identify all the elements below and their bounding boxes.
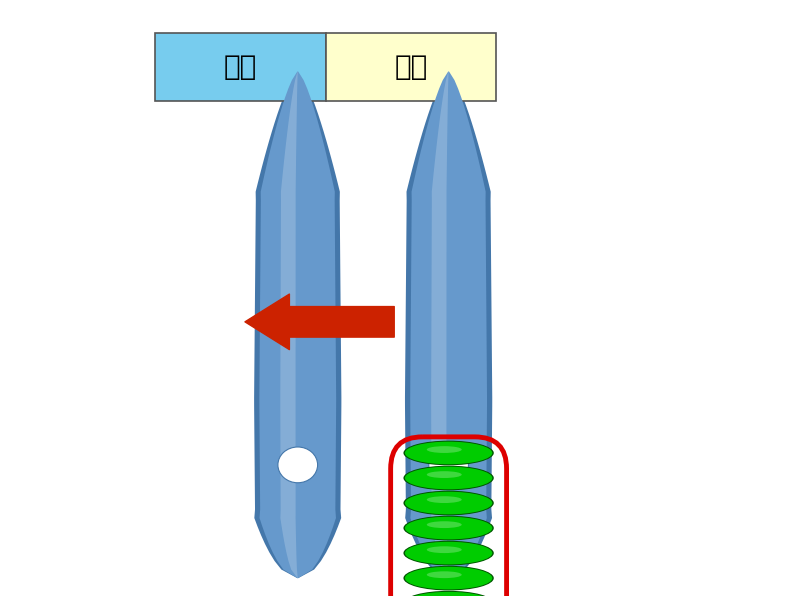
Ellipse shape [426,572,462,578]
Ellipse shape [278,447,318,483]
Ellipse shape [426,446,462,453]
Text: 个位: 个位 [395,53,427,81]
Polygon shape [254,72,341,578]
Ellipse shape [403,465,494,491]
Ellipse shape [426,471,462,478]
Ellipse shape [426,496,462,503]
FancyArrowPatch shape [245,294,395,350]
Ellipse shape [405,567,492,589]
Polygon shape [260,72,336,578]
Ellipse shape [405,492,492,514]
Polygon shape [410,72,487,578]
Ellipse shape [403,566,494,591]
Ellipse shape [403,541,494,566]
Ellipse shape [405,542,492,564]
Bar [155,33,326,101]
Ellipse shape [405,467,492,489]
Ellipse shape [429,447,468,483]
Ellipse shape [426,547,462,553]
Bar [326,33,496,101]
Polygon shape [280,72,298,578]
Ellipse shape [405,442,492,464]
Ellipse shape [403,440,494,465]
Text: 十位: 十位 [224,53,256,81]
Ellipse shape [426,522,462,528]
Ellipse shape [403,516,494,541]
Ellipse shape [405,517,492,539]
Ellipse shape [405,592,492,596]
Ellipse shape [403,591,494,596]
Polygon shape [431,72,449,578]
Ellipse shape [403,491,494,516]
Polygon shape [405,72,492,578]
